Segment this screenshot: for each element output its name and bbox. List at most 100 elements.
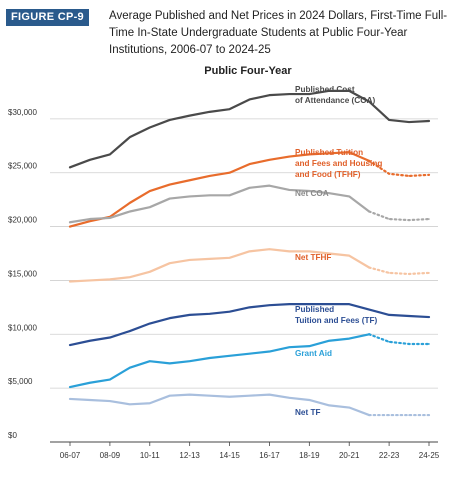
data-point [288, 346, 291, 349]
series-line [68, 248, 371, 283]
y-tick-label: $0 [8, 431, 17, 440]
y-tick-label: $20,000 [8, 216, 37, 225]
data-point [188, 314, 191, 316]
data-point [368, 210, 370, 213]
x-tick-label: 10-11 [140, 451, 160, 460]
series-label-layer: Published Cost of Attendance (COA) Publish… [295, 85, 382, 417]
data-point [69, 225, 71, 228]
data-point [89, 218, 91, 220]
data-point [188, 114, 191, 117]
data-point [308, 190, 311, 192]
data-point [428, 218, 430, 220]
data-point [228, 257, 231, 259]
data-point [168, 183, 171, 186]
data-point [268, 184, 271, 187]
series-line-estimated [368, 210, 431, 222]
data-point [228, 194, 231, 197]
series-layer [68, 89, 431, 417]
data-point [148, 322, 151, 325]
data-point [69, 386, 71, 388]
data-point [288, 397, 291, 399]
data-point [428, 272, 430, 274]
data-point [208, 313, 211, 315]
data-point [148, 271, 151, 273]
data-point [348, 337, 351, 340]
data-point [308, 250, 311, 253]
data-point [388, 218, 390, 220]
series-label: Published Tuition and Fees and Housing and… [295, 148, 382, 179]
data-point [268, 248, 271, 250]
data-point [188, 179, 191, 182]
data-point [268, 158, 271, 161]
data-point [428, 343, 430, 345]
x-tick-label: 20-21 [339, 451, 360, 460]
x-tick-label: 16-17 [259, 451, 280, 460]
figure-title: Average Published and Net Prices in 2024… [109, 10, 448, 56]
series-line [68, 393, 371, 417]
data-point [388, 119, 390, 121]
data-point [89, 381, 91, 384]
line-chart: $0 $5,000 $10,000 $15,000 $20,000 $25,000 $30,… [8, 65, 440, 460]
data-point [408, 175, 410, 177]
data-point [228, 108, 231, 110]
data-point [69, 398, 71, 400]
data-point [148, 402, 151, 405]
series-line [68, 151, 371, 228]
data-point [188, 360, 191, 363]
data-point [428, 316, 430, 318]
data-point [109, 400, 111, 402]
x-tick-label: 12-13 [179, 451, 200, 460]
data-point [188, 259, 191, 261]
data-point [408, 414, 410, 416]
data-point [308, 303, 311, 305]
data-point [129, 202, 131, 204]
data-point [89, 158, 91, 161]
x-tick-label: 22-23 [379, 451, 400, 460]
data-point [89, 220, 91, 222]
data-point [168, 119, 171, 121]
data-point [268, 350, 271, 353]
data-point [388, 172, 390, 175]
data-point [348, 254, 351, 257]
data-point [408, 273, 410, 275]
x-tick-label: 18-19 [299, 451, 320, 460]
data-point [89, 339, 91, 342]
x-tick-label: 08-09 [100, 451, 121, 460]
data-point [248, 163, 251, 165]
y-tick-label: $15,000 [8, 269, 37, 278]
data-point [428, 120, 430, 122]
data-point [129, 276, 131, 278]
data-point [129, 330, 131, 332]
data-point [328, 192, 331, 194]
data-point [308, 399, 311, 401]
series-line-estimated [368, 266, 431, 276]
data-point [148, 206, 151, 208]
data-point [408, 219, 410, 221]
series-line-estimated [368, 333, 431, 346]
data-point [89, 279, 91, 282]
data-point [69, 280, 71, 283]
data-point [368, 414, 370, 416]
data-point [69, 344, 71, 346]
data-point [208, 111, 211, 113]
data-point [89, 399, 91, 401]
data-point [109, 378, 111, 381]
data-point [268, 393, 271, 396]
data-point [228, 395, 231, 398]
data-point [268, 94, 271, 96]
data-point [248, 98, 251, 101]
data-point [288, 93, 291, 95]
data-point [348, 195, 351, 198]
data-point [288, 155, 291, 158]
data-point [388, 341, 390, 343]
data-point [148, 360, 151, 363]
x-tick-label: 24-25 [419, 451, 440, 460]
series-label: Net TF [295, 408, 320, 417]
data-point [288, 250, 291, 253]
data-point [408, 315, 410, 317]
data-point [148, 126, 151, 129]
data-point [129, 210, 131, 213]
data-point [308, 345, 311, 347]
y-tick-label: $10,000 [8, 323, 37, 332]
data-point [348, 303, 351, 305]
